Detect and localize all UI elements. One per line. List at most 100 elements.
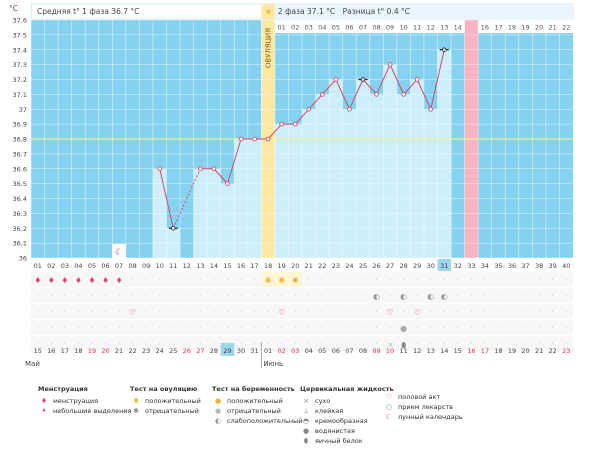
grid-dot: [430, 278, 432, 281]
sticky-icon: ⊥: [302, 407, 310, 415]
phase2-day-cell: [302, 20, 316, 33]
date-label: 20: [101, 347, 109, 355]
grid-dot: [91, 326, 93, 329]
grid-dot: [213, 294, 215, 297]
grid-dot: [389, 326, 391, 329]
grid-dot: [64, 326, 66, 329]
legend-menstruation: Менструация ♦ менструация ♦ небольшие выде…: [38, 384, 131, 416]
grid-dot: [430, 294, 432, 297]
menstruation-icon: ♦: [102, 276, 109, 285]
y-tick-label: 36.7: [13, 150, 27, 158]
series-segment: [335, 79, 350, 110]
grid-dot: [186, 326, 188, 329]
grid-dot: [430, 326, 432, 329]
grid-dot: [308, 342, 310, 345]
phase2-day-label: 14: [454, 24, 462, 32]
grid-dot: [159, 278, 161, 281]
cycle-day-label: 17: [250, 262, 258, 270]
grid-dot: [186, 278, 188, 281]
grid-dot: [457, 294, 459, 297]
ovulation-test-cell: [274, 272, 289, 287]
phase2-day-cell: [329, 20, 343, 33]
legend-ovulation-test: Тест на овуляцию ✺ положительный ✺ отрицат…: [130, 384, 201, 416]
phase2-day-label: 03: [305, 24, 313, 32]
legend-item: сухо: [315, 397, 331, 405]
grid-dot: [50, 294, 52, 297]
y-tick-label: 36.2: [13, 225, 27, 233]
grid-dot: [77, 294, 80, 297]
cycle-day-label: 40: [562, 262, 570, 270]
temperature-bar: [369, 94, 384, 258]
date-label: 19: [508, 347, 516, 355]
grid-dot: [524, 310, 527, 313]
month-label-may: Май: [25, 360, 40, 368]
grid-dot: [308, 294, 310, 297]
grid-dot: [321, 294, 323, 297]
series-segment: [430, 49, 445, 110]
grid-dot: [294, 342, 296, 345]
grid-dot: [470, 278, 472, 281]
watery-icon: ●: [302, 427, 310, 435]
grid-dot: [118, 294, 120, 297]
grid-dot: [308, 278, 310, 281]
grid-dot: [186, 310, 188, 313]
y-tick-label: 37.6: [13, 17, 27, 25]
grid-dot: [37, 342, 39, 345]
data-point: [157, 166, 163, 172]
grid-dot: [524, 342, 527, 345]
date-label: 23: [142, 347, 150, 355]
grid-dot: [511, 294, 513, 297]
grid-dot: [64, 278, 66, 281]
grid-dot: [240, 278, 242, 281]
y-tick-label: 37.4: [13, 46, 27, 54]
date-label: 06: [332, 347, 340, 355]
data-point: [198, 166, 203, 172]
grid-dot: [430, 310, 432, 313]
grid-dot: [240, 310, 242, 313]
grid-dot: [552, 294, 554, 297]
phase2-day-cell: [396, 20, 411, 33]
date-label: 09: [372, 347, 380, 355]
date-label: 27: [196, 347, 204, 355]
egg-white-icon: ⬮: [401, 341, 406, 350]
grid-dot: [375, 310, 378, 313]
grid-dot: [226, 326, 229, 329]
grid-dot: [77, 278, 80, 281]
series-segment: [294, 108, 310, 125]
cycle-day-label: 13: [196, 262, 204, 270]
y-tick-label: 36.9: [13, 121, 27, 129]
grid-dot: [172, 310, 174, 313]
grid-dot: [104, 342, 107, 345]
grid-dot: [50, 278, 52, 281]
grid-dot: [538, 326, 540, 329]
grid-dot: [389, 310, 391, 313]
legend-item: отрицательный: [227, 407, 281, 415]
grid-dot: [497, 310, 500, 313]
y-tick-label: 37: [19, 106, 27, 114]
grid-dot: [91, 310, 93, 313]
data-point: [387, 62, 393, 67]
date-label: 20: [521, 347, 529, 355]
date-label: 30: [237, 347, 245, 355]
series-segment: [267, 123, 283, 140]
y-tick-label: 37.2: [13, 76, 27, 84]
grid-dot: [362, 326, 364, 329]
grid-dot: [145, 278, 147, 281]
data-point: [333, 77, 339, 82]
grid-dot: [104, 310, 107, 313]
grid-dot: [457, 310, 459, 313]
series-segment: [213, 168, 228, 184]
phase2-day-cell: [423, 20, 438, 33]
grid-dot: [335, 326, 337, 329]
cycle-day-label: 06: [101, 262, 109, 270]
grid-dot: [253, 310, 256, 313]
blood-drop-icon: ♦: [40, 397, 48, 405]
grid-dot: [186, 342, 188, 345]
phase2-day-label: 10: [399, 24, 407, 32]
grid-dot: [145, 310, 147, 313]
phase2-day-label: 22: [562, 24, 570, 32]
date-label: 18: [494, 347, 502, 355]
date-label: 13: [427, 347, 435, 355]
cycle-day-label: 10: [156, 262, 164, 270]
phase2-day-label: 21: [549, 24, 557, 32]
